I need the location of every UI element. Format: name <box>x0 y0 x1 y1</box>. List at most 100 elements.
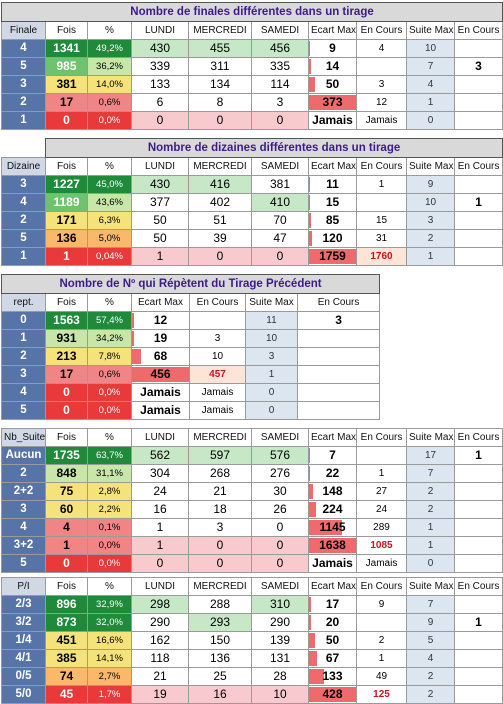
cours-cell <box>454 500 503 519</box>
cours-cell: 3 <box>189 329 246 348</box>
ecart-data-bar <box>309 466 310 481</box>
day-cell: 377 <box>131 193 189 212</box>
cours-cell <box>454 649 503 668</box>
cours-cell <box>454 482 503 501</box>
table-row: 3+2 1 0,0% 1 0 0 1638 1085 1 <box>1 536 503 555</box>
col-header: En Cours <box>356 21 407 40</box>
pct-cell: 34,2% <box>87 329 132 348</box>
col-header: % <box>87 577 132 596</box>
day-cell: 1 <box>131 518 189 537</box>
pct-cell: 0,0% <box>87 383 132 402</box>
fois-cell: 1563 <box>45 311 88 330</box>
fois-cell: 4 <box>45 518 88 537</box>
ecart-cell: 22 <box>308 464 357 483</box>
cours-cell: 3 <box>453 57 503 76</box>
cours-cell: 3 <box>356 75 407 94</box>
fois-cell: 0 <box>45 401 88 420</box>
row-key: 3+2 <box>1 536 46 555</box>
col-header: En Cours <box>454 428 503 447</box>
fois-cell: 0 <box>45 383 88 402</box>
row-key: 1 <box>1 111 46 130</box>
col-header: MERCREDI <box>188 577 252 596</box>
table-row: 1/4 451 16,6% 162 150 139 50 2 5 <box>1 631 503 650</box>
ecart-data-bar <box>132 313 134 328</box>
cours-cell: 12 <box>356 93 407 112</box>
fois-cell: 1 <box>45 247 88 266</box>
col-header: Dizaine <box>1 157 46 176</box>
cours-cell <box>453 175 503 194</box>
suites-header-row: Nb_Suite Fois % LUNDI MERCREDI SAMEDI Ec… <box>1 428 503 447</box>
col-header: En Cours <box>356 577 407 596</box>
row-key: 5 <box>1 57 46 76</box>
fois-cell: 60 <box>45 500 88 519</box>
fois-cell: 1 <box>45 536 88 555</box>
row-key: 2 <box>1 211 46 230</box>
day-cell: 136 <box>188 649 252 668</box>
table-row: 3 17 0,6% 456 457 1 <box>1 365 381 384</box>
day-cell: 288 <box>188 595 252 614</box>
cours-cell: 1 <box>356 649 407 668</box>
day-cell: 26 <box>251 500 309 519</box>
col-header: Ecart Max <box>308 21 357 40</box>
ecart-cell: 50 <box>308 631 357 650</box>
cours-cell <box>453 75 503 94</box>
dizaines-table: Nombre de dizaines différentes dans un t… <box>1 138 503 266</box>
fois-cell: 1735 <box>45 446 88 465</box>
day-cell: 597 <box>188 446 252 465</box>
pct-cell: 7,8% <box>87 347 132 366</box>
pct-cell: 14,0% <box>87 75 132 94</box>
table-row: 2 17 0,6% 6 8 3 373 12 1 <box>1 93 503 112</box>
col-header: Suite Max <box>406 577 455 596</box>
suite-cell: 1 <box>406 93 455 112</box>
day-cell: 8 <box>188 93 252 112</box>
day-cell: 1 <box>131 247 189 266</box>
ecart-data-bar <box>309 231 313 246</box>
table-row: 5 0 0,0% Jamais Jamais 0 <box>1 401 381 420</box>
pct-cell: 16,6% <box>87 631 132 650</box>
col-header: Suite Max <box>406 21 455 40</box>
fois-cell: 381 <box>45 75 88 94</box>
cours-cell: Jamais <box>356 554 407 573</box>
cours-cell: Jamais <box>189 401 246 420</box>
ecart-cell: 50 <box>308 75 357 94</box>
cours-cell <box>454 536 503 555</box>
cours-cell: Jamais <box>356 111 407 130</box>
day-cell: 10 <box>251 685 309 704</box>
col-header: En Cours <box>454 577 503 596</box>
cours-cell <box>453 111 503 130</box>
cours-cell <box>189 311 246 330</box>
day-cell: 0 <box>188 111 252 130</box>
row-key: 3/2 <box>1 613 46 632</box>
day-cell: 0 <box>251 554 309 573</box>
ecart-cell: 120 <box>308 229 357 248</box>
cours-cell: 289 <box>356 518 407 537</box>
ecart-cell: 1638 <box>308 536 357 555</box>
ecart-cell: 11 <box>308 175 357 194</box>
ecart-data-bar <box>309 77 316 92</box>
row-key: 2 <box>1 347 46 366</box>
parite-table: P/I Fois % LUNDI MERCREDI SAMEDI Ecart M… <box>1 577 503 704</box>
table-row: Aucun 1735 63,7% 562 597 576 7 17 1 <box>1 446 503 465</box>
suite-cell: 10 <box>406 193 455 212</box>
cours-cell <box>454 595 503 614</box>
day-cell: 134 <box>188 75 252 94</box>
col-header: Fois <box>45 577 88 596</box>
col-header: En Cours <box>356 428 407 447</box>
day-cell: 430 <box>131 39 189 58</box>
ecart-data-bar <box>132 349 141 364</box>
day-cell: 6 <box>131 93 189 112</box>
suite-cell: 1 <box>406 536 455 555</box>
cours-cell: 457 <box>189 365 246 384</box>
suite-cell: 7 <box>406 595 455 614</box>
pct-cell: 2,7% <box>87 667 132 686</box>
pct-cell: 0,0% <box>87 401 132 420</box>
pct-cell: 0,0% <box>87 111 132 130</box>
col-header: % <box>87 428 132 447</box>
fois-cell: 17 <box>45 93 88 112</box>
ecart-data-bar <box>309 249 356 264</box>
col-header: Suite Max <box>406 157 455 176</box>
day-cell: 1 <box>131 536 189 555</box>
cours-cell: 9 <box>356 595 407 614</box>
cours-cell <box>454 631 503 650</box>
day-cell: 455 <box>188 39 252 58</box>
